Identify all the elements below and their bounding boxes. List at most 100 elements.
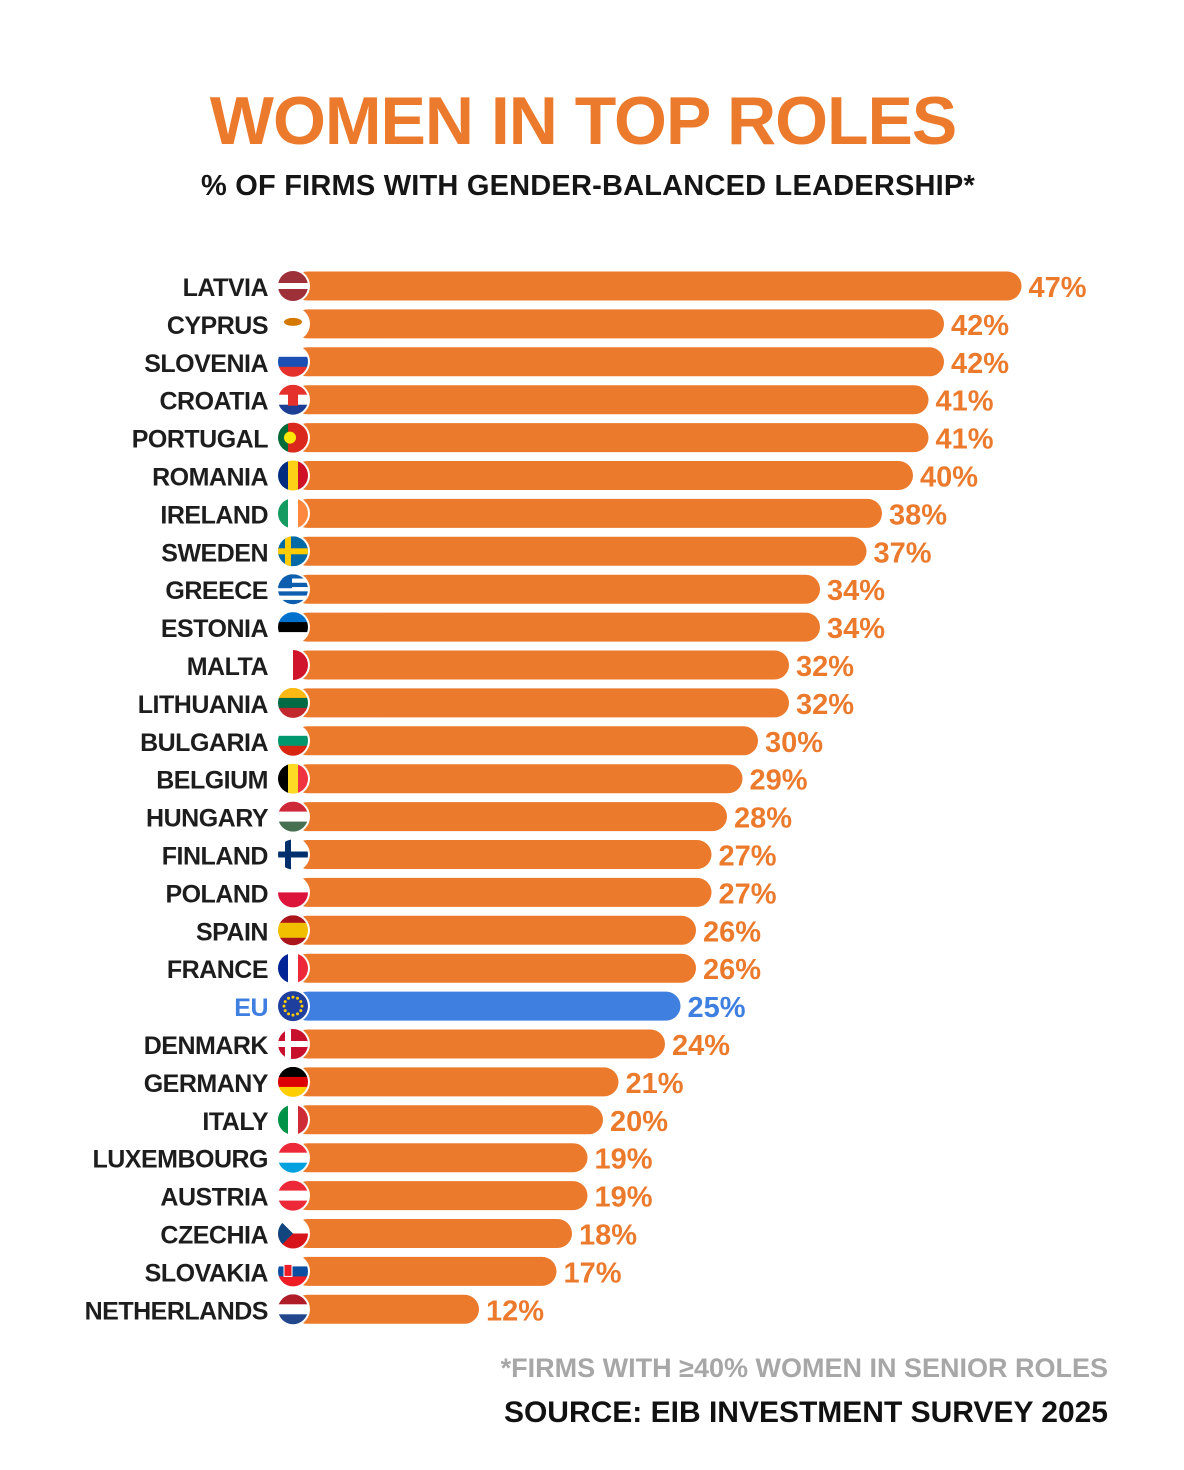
value-label-germany: 21%	[626, 1068, 684, 1100]
bar-italy	[293, 1105, 603, 1135]
value-label-sweden: 37%	[874, 537, 932, 569]
category-label-france: FRANCE	[167, 956, 268, 984]
value-label-czechia: 18%	[579, 1220, 637, 1252]
bar-sweden	[293, 536, 867, 566]
netherlands-flag-icon	[276, 1292, 310, 1327]
bar-ireland	[293, 498, 882, 528]
category-label-cyprus: CYPRUS	[167, 312, 268, 340]
category-label-luxembourg: LUXEMBOURG	[92, 1146, 268, 1174]
bar-greece	[293, 574, 820, 604]
malta-flag-icon	[276, 648, 310, 682]
category-label-portugal: PORTUGAL	[132, 426, 269, 454]
italy-flag-icon	[276, 1102, 310, 1137]
bar-lithuania	[293, 688, 789, 718]
bar-denmark	[293, 1029, 665, 1059]
bar-portugal	[293, 423, 929, 453]
belgium-flag-icon	[276, 761, 310, 796]
slovenia-flag-icon	[276, 344, 310, 379]
category-label-austria: AUSTRIA	[160, 1184, 268, 1212]
value-label-latvia: 47%	[1029, 272, 1087, 304]
category-label-italy: ITALY	[202, 1108, 268, 1136]
latvia-flag-icon	[276, 269, 310, 303]
bulgaria-flag-icon	[276, 723, 310, 758]
category-label-hungary: HUNGARY	[146, 805, 269, 833]
value-label-denmark: 24%	[672, 1030, 730, 1062]
ireland-flag-icon	[276, 496, 310, 531]
germany-flag-icon	[276, 1064, 310, 1099]
bar-slovakia	[293, 1256, 557, 1286]
bar-austria	[293, 1181, 588, 1211]
spain-flag-icon	[276, 913, 310, 948]
category-label-romania: ROMANIA	[152, 464, 268, 492]
category-label-eu: EU	[234, 994, 268, 1022]
value-label-luxembourg: 19%	[595, 1144, 653, 1176]
category-label-ireland: IRELAND	[160, 501, 268, 529]
category-label-slovakia: SLOVAKIA	[145, 1259, 269, 1287]
category-label-denmark: DENMARK	[144, 1032, 269, 1060]
hungary-flag-icon	[276, 799, 310, 834]
bar-eu	[293, 991, 681, 1021]
bar-luxembourg	[293, 1143, 588, 1173]
value-label-belgium: 29%	[750, 765, 808, 797]
slovakia-flag-icon	[276, 1254, 310, 1289]
category-label-sweden: SWEDEN	[161, 539, 268, 567]
category-label-belgium: BELGIUM	[156, 767, 268, 795]
category-label-finland: FINLAND	[162, 843, 268, 871]
bar-slovenia	[293, 347, 944, 377]
category-label-malta: MALTA	[187, 653, 269, 681]
value-label-austria: 19%	[595, 1182, 653, 1214]
category-label-latvia: LATVIA	[183, 274, 269, 302]
finland-flag-icon	[276, 837, 310, 872]
bar-estonia	[293, 612, 820, 642]
greece-flag-icon	[276, 572, 310, 607]
value-label-croatia: 41%	[936, 386, 994, 418]
value-label-hungary: 28%	[734, 803, 792, 835]
poland-flag-icon	[276, 875, 310, 910]
czechia-flag-icon	[276, 1216, 310, 1251]
category-label-lithuania: LITHUANIA	[138, 691, 269, 719]
eu-flag-icon	[276, 989, 310, 1024]
category-label-germany: GERMANY	[144, 1070, 269, 1098]
value-label-estonia: 34%	[827, 613, 885, 645]
value-label-cyprus: 42%	[951, 310, 1009, 342]
austria-flag-icon	[276, 1178, 310, 1213]
value-label-bulgaria: 30%	[765, 727, 823, 759]
cyprus-flag-icon	[276, 306, 310, 341]
value-label-france: 26%	[703, 954, 761, 986]
bar-czechia	[293, 1219, 572, 1248]
bar-bulgaria	[293, 726, 758, 756]
bar-belgium	[293, 764, 743, 794]
value-label-italy: 20%	[610, 1106, 668, 1138]
category-label-bulgaria: BULGARIA	[140, 729, 268, 757]
category-label-greece: GREECE	[165, 577, 268, 605]
category-label-poland: POLAND	[165, 880, 268, 908]
value-label-eu: 25%	[688, 992, 746, 1024]
denmark-flag-icon	[276, 1027, 310, 1061]
value-label-netherlands: 12%	[486, 1295, 544, 1327]
value-label-greece: 34%	[827, 575, 885, 607]
bar-malta	[293, 650, 789, 680]
value-label-spain: 26%	[703, 916, 761, 948]
chart-title: WOMEN IN TOP ROLES	[209, 83, 957, 159]
bar-netherlands	[293, 1294, 479, 1324]
bar-france	[293, 953, 696, 983]
lithuania-flag-icon	[276, 685, 310, 720]
bar-poland	[293, 877, 712, 907]
footnote: *FIRMS WITH ≥40% WOMEN IN SENIOR ROLES	[500, 1353, 1108, 1383]
bar-hungary	[293, 802, 727, 832]
value-label-slovenia: 42%	[951, 348, 1009, 380]
sweden-flag-icon	[276, 534, 310, 569]
france-flag-icon	[276, 951, 310, 986]
value-label-ireland: 38%	[889, 499, 947, 531]
category-label-slovenia: SLOVENIA	[144, 350, 268, 378]
bar-finland	[293, 840, 712, 869]
category-label-spain: SPAIN	[196, 918, 268, 946]
bar-germany	[293, 1067, 619, 1097]
bar-spain	[293, 915, 696, 945]
source-note: SOURCE: EIB INVESTMENT SURVEY 2025	[503, 1396, 1108, 1429]
bar-cyprus	[293, 309, 944, 339]
romania-flag-icon	[276, 458, 310, 493]
croatia-flag-icon	[276, 382, 310, 417]
category-label-netherlands: NETHERLANDS	[85, 1297, 268, 1325]
